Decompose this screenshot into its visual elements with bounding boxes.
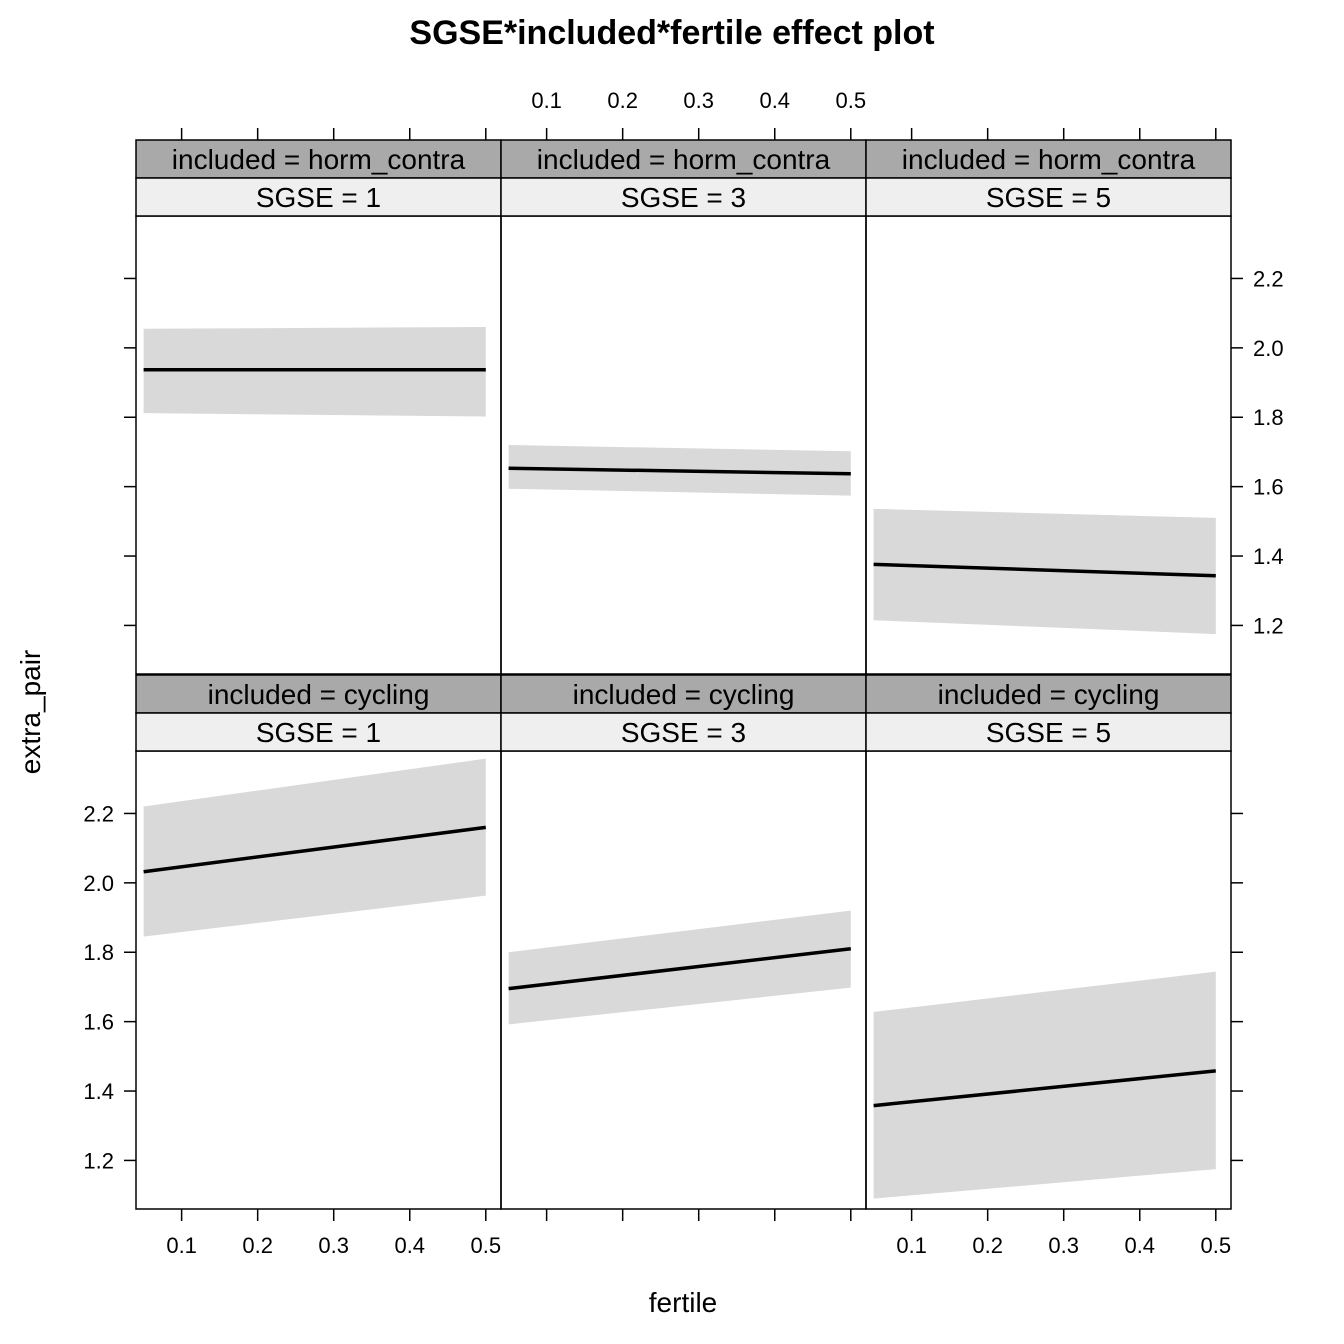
panel-frame (135, 215, 502, 675)
x-tick-label: 0.5 (470, 1233, 501, 1258)
strip-included-label: included = horm_contra (902, 144, 1196, 175)
y-tick-label: 1.8 (1253, 405, 1284, 430)
strip-sgse (865, 177, 1232, 217)
x-tick-label: 0.2 (972, 1233, 1003, 1258)
panel-3: included = horm_contra SGSE = 5 (865, 139, 1232, 675)
panel-frame (500, 215, 867, 675)
strip-included (865, 674, 1232, 714)
strip-included (135, 674, 502, 714)
x-tick-label: 0.3 (683, 88, 714, 113)
strip-included-label: included = cycling (208, 679, 430, 710)
x-tick-label: 0.1 (166, 1233, 197, 1258)
y-tick-label: 1.4 (83, 1079, 114, 1104)
panel-2: included = horm_contra SGSE = 3 (500, 139, 867, 675)
y-tick-label: 2.2 (83, 801, 114, 826)
strip-included (865, 139, 1232, 179)
fit-line (143, 825, 487, 874)
x-tick-label: 0.1 (896, 1233, 927, 1258)
strip-sgse-label: SGSE = 1 (256, 182, 381, 213)
x-tick-label: 0.1 (531, 88, 562, 113)
strip-sgse-label: SGSE = 1 (256, 717, 381, 748)
confidence-band (143, 758, 486, 937)
y-tick-label: 1.2 (83, 1148, 114, 1173)
x-tick-label: 0.5 (835, 88, 866, 113)
x-tick-label: 0.2 (607, 88, 638, 113)
x-axis-label: fertile (649, 1287, 717, 1318)
y-tick-label: 2.0 (83, 871, 114, 896)
strip-sgse-label: SGSE = 3 (621, 182, 746, 213)
strip-included (500, 674, 867, 714)
strip-sgse (135, 712, 502, 752)
x-tick-label: 0.2 (242, 1233, 273, 1258)
y-tick-label: 1.8 (83, 940, 114, 965)
chart-title: SGSE*included*fertile effect plot (409, 14, 934, 52)
strip-sgse-label: SGSE = 5 (986, 182, 1111, 213)
y-tick-label: 2.0 (1253, 336, 1284, 361)
strip-included-label: included = cycling (938, 679, 1160, 710)
strip-sgse-label: SGSE = 5 (986, 717, 1111, 748)
strip-included-label: included = cycling (573, 679, 795, 710)
strip-included-label: included = horm_contra (537, 144, 831, 175)
strip-sgse (135, 177, 502, 217)
y-tick-label: 1.2 (1253, 613, 1284, 638)
x-tick-label: 0.5 (1200, 1233, 1231, 1258)
y-tick-label: 1.4 (1253, 544, 1284, 569)
strip-included-label: included = horm_contra (172, 144, 466, 175)
confidence-band (873, 971, 1216, 1199)
y-tick-label: 1.6 (1253, 475, 1284, 500)
fit-line (873, 1069, 1216, 1108)
x-tick-label: 0.4 (759, 88, 790, 113)
strip-sgse (865, 712, 1232, 752)
x-tick-label: 0.4 (394, 1233, 425, 1258)
fit-line (508, 947, 851, 991)
y-tick-label: 2.2 (1253, 266, 1284, 291)
panel-5: included = cycling SGSE = 3 (500, 674, 867, 1210)
x-tick-label: 0.4 (1124, 1233, 1155, 1258)
x-tick-label: 0.3 (1048, 1233, 1079, 1258)
fit-line (873, 562, 1216, 578)
y-axis-label: extra_pair (15, 650, 46, 775)
fit-line (508, 466, 851, 476)
strip-sgse-label: SGSE = 3 (621, 717, 746, 748)
panel-6: included = cycling SGSE = 5 (865, 674, 1232, 1210)
confidence-band (143, 327, 486, 417)
x-tick-label: 0.3 (318, 1233, 349, 1258)
y-tick-label: 1.6 (83, 1010, 114, 1035)
panel-1: included = horm_contra SGSE = 1 (135, 139, 502, 675)
panel-4: included = cycling SGSE = 1 (135, 674, 502, 1210)
axes: 0.1 0.2 0.3 0.4 0.5 0.1 0.2 0.3 0.4 0.5 0.1 0.2 0.3 0… (83, 88, 1283, 1258)
